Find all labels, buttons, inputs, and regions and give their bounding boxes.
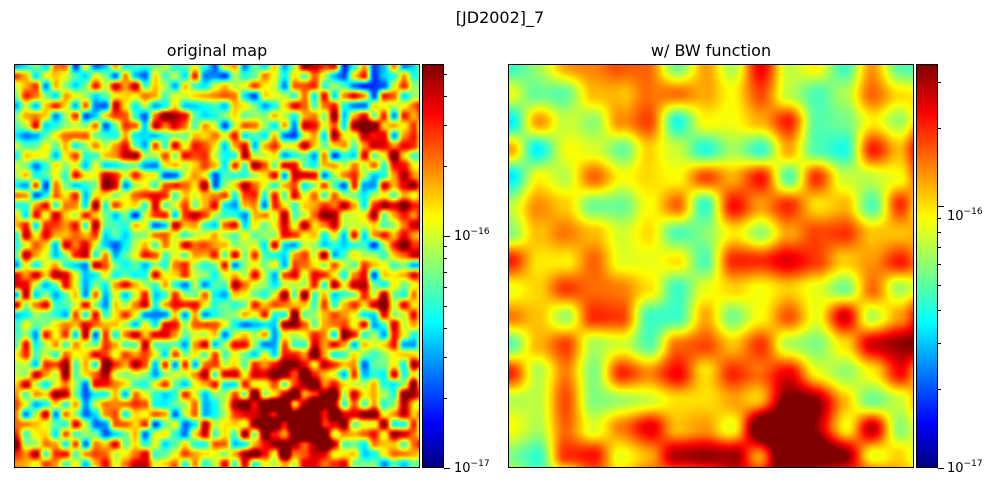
colorbar-major-tick (444, 468, 450, 469)
colorbar-minor-tick (444, 306, 447, 307)
colorbar-minor-tick (444, 258, 447, 259)
colorbar-minor-tick (444, 125, 447, 126)
colorbar-minor-tick (938, 218, 941, 219)
colorbar-minor-tick (444, 96, 447, 97)
colorbar-major-tick (938, 206, 944, 207)
figure-title: [JD2002]_7 (455, 8, 545, 27)
right-heatmap (508, 64, 914, 468)
colorbar-minor-tick (444, 246, 447, 247)
colorbar-minor-tick (444, 287, 447, 288)
left-colorbar-tick-label: 10−16 (454, 227, 490, 244)
right-colorbar-tick-label: 10−16 (947, 207, 983, 224)
colorbar-major-tick (938, 468, 944, 469)
right-colorbar (916, 64, 938, 468)
colorbar-major-tick (444, 236, 450, 237)
left-panel-title: original map (166, 41, 268, 60)
right-panel-title: w/ BW function (650, 41, 772, 60)
colorbar-minor-tick (444, 272, 447, 273)
left-heatmap-canvas (15, 65, 419, 467)
colorbar-minor-tick (938, 310, 941, 311)
colorbar-minor-tick (938, 285, 941, 286)
colorbar-minor-tick (938, 128, 941, 129)
colorbar-minor-tick (938, 264, 941, 265)
colorbar-minor-tick (444, 357, 447, 358)
right-colorbar-tick-label: 10−17 (947, 459, 983, 476)
colorbar-minor-tick (444, 328, 447, 329)
colorbar-minor-tick (938, 389, 941, 390)
colorbar-minor-tick (938, 247, 941, 248)
colorbar-minor-tick (938, 232, 941, 233)
left-heatmap (14, 64, 420, 468)
right-heatmap-canvas (509, 65, 913, 467)
colorbar-minor-tick (938, 82, 941, 83)
colorbar-minor-tick (938, 343, 941, 344)
colorbar-minor-tick (444, 166, 447, 167)
colorbar-minor-tick (444, 74, 447, 75)
left-colorbar-tick-label: 10−17 (454, 459, 490, 476)
left-colorbar (422, 64, 444, 468)
colorbar-minor-tick (444, 398, 447, 399)
